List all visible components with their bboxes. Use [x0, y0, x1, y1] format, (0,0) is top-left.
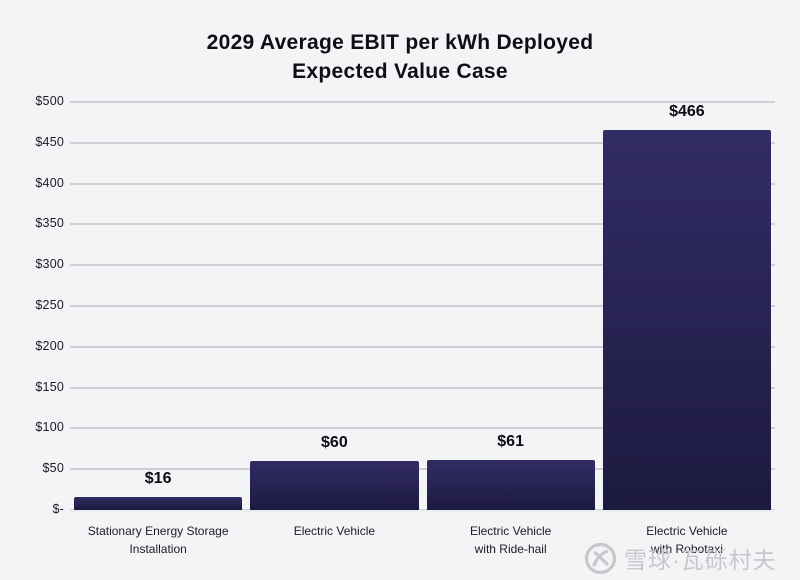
x-axis-category-label: Electric Vehicle with Robotaxi [646, 522, 727, 558]
bar [250, 461, 419, 510]
xueqiu-logo-icon [584, 542, 617, 575]
gridline [70, 101, 775, 103]
bar-value-label: $60 [321, 434, 348, 452]
bar [426, 460, 595, 510]
gridline [70, 182, 775, 185]
x-axis-category-line: Electric Vehicle [646, 524, 728, 538]
gridline [70, 223, 775, 226]
y-axis-tick-label: $400 [35, 175, 64, 190]
x-axis-category-label: Electric Vehicle [294, 522, 375, 540]
gridline [70, 345, 775, 348]
gridline [70, 386, 775, 389]
x-axis-category-label: Electric Vehicle with Ride-hail [470, 522, 551, 558]
chart-title-line1: 2029 Average EBIT per kWh Deployed [206, 31, 594, 54]
x-axis-category-line: Stationary Energy Storage [87, 524, 229, 538]
gridline [70, 264, 775, 267]
x-axis-category-line: Electric Vehicle [293, 524, 376, 538]
bar [74, 496, 243, 510]
x-axis-category-label: Stationary Energy Storage Installation [88, 522, 229, 558]
y-axis-tick-label: $200 [35, 338, 64, 353]
y-axis-tick-label: $50 [42, 461, 64, 476]
y-axis-tick-label: $- [52, 502, 64, 516]
y-axis-tick-label: $450 [35, 134, 64, 149]
x-axis-category-line: Installation [129, 542, 187, 556]
bar [602, 129, 771, 510]
bar-value-label: $466 [669, 102, 705, 120]
gridline [70, 305, 775, 307]
chart-title: 2029 Average EBIT per kWh Deployed Expec… [0, 28, 800, 86]
chart-title-line2: Expected Value Case [292, 60, 508, 83]
x-axis-category-line: Electric Vehicle [469, 524, 552, 538]
y-axis-tick-label: $500 [35, 94, 64, 108]
y-axis-tick-label: $150 [35, 379, 64, 394]
x-axis-baseline [70, 510, 775, 512]
bar-value-label: $61 [497, 433, 524, 451]
gridline [70, 141, 775, 144]
y-axis-tick-label: $250 [35, 298, 64, 312]
y-axis-tick-label: $100 [35, 420, 64, 435]
x-axis-category-line: with Ride-hail [474, 542, 547, 556]
bar-value-label: $16 [144, 469, 172, 487]
y-axis-tick-label: $350 [35, 216, 64, 231]
gridline [70, 468, 775, 471]
y-axis-tick-label: $300 [35, 257, 64, 272]
x-axis-category-line: with Robotaxi [650, 542, 723, 556]
gridline [70, 427, 775, 430]
